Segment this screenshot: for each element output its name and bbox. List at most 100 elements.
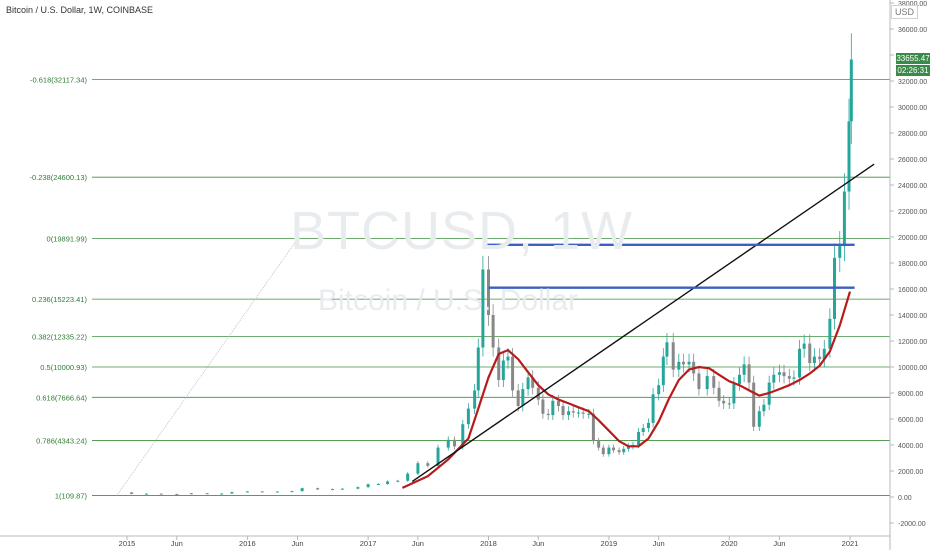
candle-body [687, 361, 691, 365]
candle-body [300, 488, 304, 492]
y-tick-label: 4000.00 [898, 443, 923, 450]
candle-body [842, 191, 846, 247]
candle-body [487, 269, 490, 315]
candle-body [727, 403, 731, 405]
fib-level-label: 0.5(10000.93) [40, 363, 87, 372]
candle-body [290, 491, 294, 493]
candle-body [772, 374, 776, 383]
candle-body [159, 493, 163, 495]
candle-body [722, 400, 726, 404]
y-tick-label: 22000.00 [898, 209, 927, 216]
candle-body [521, 389, 525, 406]
y-tick-label: -2000.00 [898, 521, 926, 528]
x-tick-label: 2019 [601, 539, 618, 548]
candle-body [677, 361, 681, 370]
candle-body [416, 463, 420, 474]
candle-body [822, 348, 826, 360]
y-tick-label: 20000.00 [898, 235, 927, 242]
candle-body [738, 374, 742, 384]
candle-body [665, 342, 669, 357]
currency-button[interactable]: USD [890, 5, 918, 19]
trendline [411, 163, 875, 482]
x-tick-label: Jun [412, 539, 424, 548]
candle-body [742, 364, 746, 375]
candle-body [556, 400, 560, 406]
y-tick-label: 26000.00 [898, 157, 927, 164]
candle-body [526, 377, 530, 390]
candle-body [426, 463, 430, 466]
candle-body [705, 376, 709, 390]
y-tick-label: 28000.00 [898, 131, 927, 138]
x-tick-label: 2015 [119, 539, 136, 548]
x-tick-label: Jun [291, 539, 303, 548]
candle-body [617, 450, 621, 453]
candle-body [245, 491, 249, 493]
x-tick-label: Jun [532, 539, 544, 548]
y-tick-label: 10000.00 [898, 365, 927, 372]
candle-body [316, 488, 320, 490]
moving-average-line [401, 291, 852, 489]
candle-body [601, 447, 605, 455]
candle-body [536, 387, 540, 400]
fib-level-label: 0(19891.99) [47, 234, 88, 243]
candle-body [591, 413, 595, 442]
candle-body [376, 484, 380, 485]
candle-body [671, 342, 675, 370]
candle-body [497, 347, 501, 380]
candle-body [366, 484, 370, 488]
y-tick-label: 0.00 [898, 495, 912, 502]
x-tick-label: 2017 [360, 539, 377, 548]
candle-body [476, 347, 480, 391]
candle-body [792, 377, 796, 379]
y-tick-label: 12000.00 [898, 339, 927, 346]
candle-body [220, 493, 224, 495]
x-tick-label: 2021 [842, 539, 859, 548]
candle-body [541, 399, 545, 414]
candle-body [561, 406, 565, 416]
candle-body [130, 492, 134, 495]
candle-body [626, 446, 630, 449]
candle-body [581, 412, 585, 414]
candle-body [511, 356, 515, 391]
candle-body [849, 59, 853, 122]
candle-body [466, 408, 470, 425]
x-tick-label: 2018 [480, 539, 497, 548]
y-tick-label: 30000.00 [898, 105, 927, 112]
y-tick-label: 6000.00 [898, 417, 923, 424]
candle-body [838, 246, 842, 258]
fib-level-label: -0.618(32117.34) [30, 75, 87, 84]
candle-body [752, 382, 756, 427]
candle-body [607, 447, 611, 455]
candle-body [747, 364, 751, 383]
candle-body [205, 493, 209, 495]
candle-body [787, 376, 791, 379]
x-tick-label: Jun [171, 539, 183, 548]
y-tick-label: 18000.00 [898, 261, 927, 268]
fib-level-label: 0.786(4343.24) [36, 437, 87, 446]
candle-body [812, 356, 816, 364]
x-tick-label: Jun [653, 539, 665, 548]
y-tick-label: 32000.00 [898, 79, 927, 86]
candle-body [567, 411, 571, 416]
candle-body [798, 348, 802, 378]
candle-body [260, 491, 264, 493]
candle-body [646, 422, 650, 429]
candle-body [436, 447, 440, 466]
candle-body [587, 413, 591, 415]
candle-body [516, 390, 520, 406]
candle-body [782, 372, 786, 377]
candle-body [446, 439, 450, 448]
candle-body [622, 448, 626, 453]
candle-body [501, 360, 505, 380]
y-tick-label: 36000.00 [898, 27, 927, 34]
candle-body [275, 491, 279, 493]
x-tick-label: Jun [773, 539, 785, 548]
y-tick-label: 14000.00 [898, 313, 927, 320]
candle-body [641, 428, 645, 432]
candle-body [506, 356, 510, 361]
candle-body [473, 390, 477, 409]
candle-body [717, 387, 721, 401]
candle-body [356, 487, 360, 489]
